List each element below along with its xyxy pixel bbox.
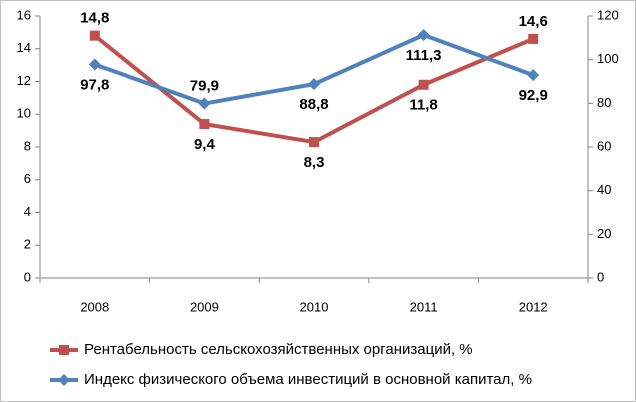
- legend-marker: [59, 345, 69, 355]
- y-tick-label: 4: [24, 204, 31, 219]
- x-tick-label: 2012: [519, 299, 548, 314]
- y-tick-label: 2: [24, 237, 31, 252]
- data-label: 111,3: [406, 47, 442, 64]
- y2-tick-label: 80: [597, 95, 611, 110]
- y2-tick-label: 40: [597, 182, 611, 197]
- x-tick-label: 2011: [410, 299, 438, 314]
- data-point: [199, 119, 210, 130]
- data-label: 14,8: [80, 10, 109, 27]
- y-tick-label: 0: [24, 269, 31, 284]
- data-point: [417, 28, 430, 41]
- y-tick-label: 12: [17, 73, 31, 88]
- y-tick-label: 8: [24, 138, 31, 153]
- data-point: [527, 69, 540, 82]
- data-label: 79,9: [190, 78, 219, 95]
- data-label: 11,8: [409, 97, 437, 114]
- y2-tick-label: 60: [597, 138, 611, 153]
- data-label: 92,9: [519, 87, 548, 104]
- x-tick-label: 2010: [300, 299, 329, 314]
- data-point: [418, 79, 429, 90]
- legend-marker: [58, 374, 70, 386]
- legend-label: Рентабельность сельскохозяйственных орга…: [84, 341, 473, 358]
- data-point: [309, 137, 319, 148]
- y-tick-label: 16: [17, 7, 31, 22]
- data-point: [198, 97, 211, 110]
- data-point: [88, 58, 101, 71]
- data-label: 97,8: [80, 76, 109, 93]
- y2-tick-label: 0: [597, 269, 604, 284]
- x-tick-label: 2008: [80, 299, 109, 314]
- legend-label: Индекс физического объема инвестиций в о…: [84, 371, 532, 388]
- y-tick-label: 14: [17, 40, 31, 55]
- y2-tick-label: 100: [597, 51, 619, 66]
- data-label: 14,6: [519, 13, 548, 30]
- data-label: 88,8: [299, 96, 328, 113]
- y2-tick-label: 120: [597, 7, 619, 22]
- data-label: 8,3: [304, 154, 325, 171]
- data-point: [528, 33, 539, 44]
- data-point: [89, 30, 100, 41]
- x-tick-label: 2009: [190, 299, 219, 314]
- data-label: 9,4: [194, 136, 216, 153]
- y-tick-label: 6: [24, 171, 31, 186]
- y2-tick-label: 20: [597, 226, 611, 241]
- y-tick-label: 10: [17, 106, 31, 121]
- data-point: [308, 78, 320, 91]
